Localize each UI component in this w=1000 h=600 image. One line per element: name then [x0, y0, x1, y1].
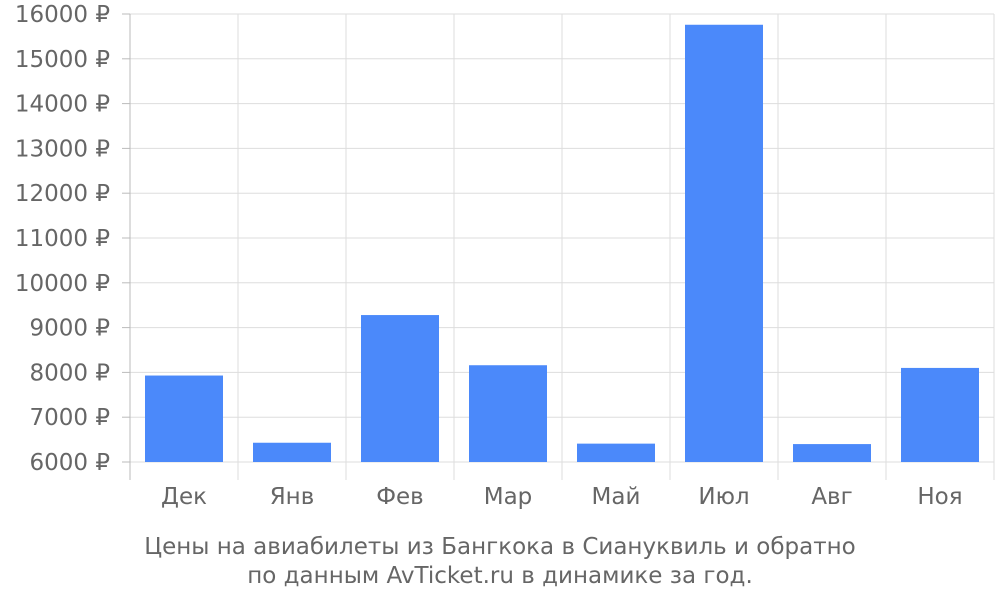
bar-6: [685, 24, 763, 462]
y-tick-label: 7000 ₽: [30, 405, 110, 431]
x-tick-label: Янв: [270, 484, 315, 510]
y-tick-label: 11000 ₽: [15, 226, 110, 252]
y-tick-label: 8000 ₽: [30, 360, 110, 386]
x-tick-label: Авг: [811, 484, 852, 510]
x-tick-label: Ноя: [917, 484, 962, 510]
y-tick-label: 13000 ₽: [15, 136, 110, 162]
bar-3: [361, 315, 439, 462]
bar-4: [469, 365, 547, 462]
bar-1: [145, 375, 223, 462]
bar-2: [253, 442, 331, 462]
y-tick-label: 9000 ₽: [30, 316, 110, 342]
x-tick-label: Дек: [161, 484, 207, 510]
chart-caption-line-1: Цены на авиабилеты из Бангкока в Сианукв…: [144, 534, 856, 560]
y-tick-label: 6000 ₽: [30, 450, 110, 476]
x-tick-label: Мар: [484, 484, 533, 510]
x-tick-label: Фев: [376, 484, 424, 510]
y-tick-label: 10000 ₽: [15, 271, 110, 297]
y-tick-label: 12000 ₽: [15, 181, 110, 207]
x-tick-label: Июл: [698, 484, 749, 510]
chart-caption-line-2: по данным AvTicket.ru в динамике за год.: [247, 563, 753, 589]
bar-chart: 6000 ₽ 7000 ₽ 8000 ₽ 9000 ₽ 10000 ₽ 11000 ₽ 12…: [15, 2, 995, 510]
bar-5: [577, 443, 655, 462]
y-tick-label: 15000 ₽: [15, 47, 110, 73]
bar-8: [901, 367, 979, 462]
bar-7: [793, 444, 871, 462]
y-tick-label: 16000 ₽: [15, 2, 110, 28]
x-tick-label: Май: [592, 484, 641, 510]
y-tick-label: 14000 ₽: [15, 92, 110, 118]
